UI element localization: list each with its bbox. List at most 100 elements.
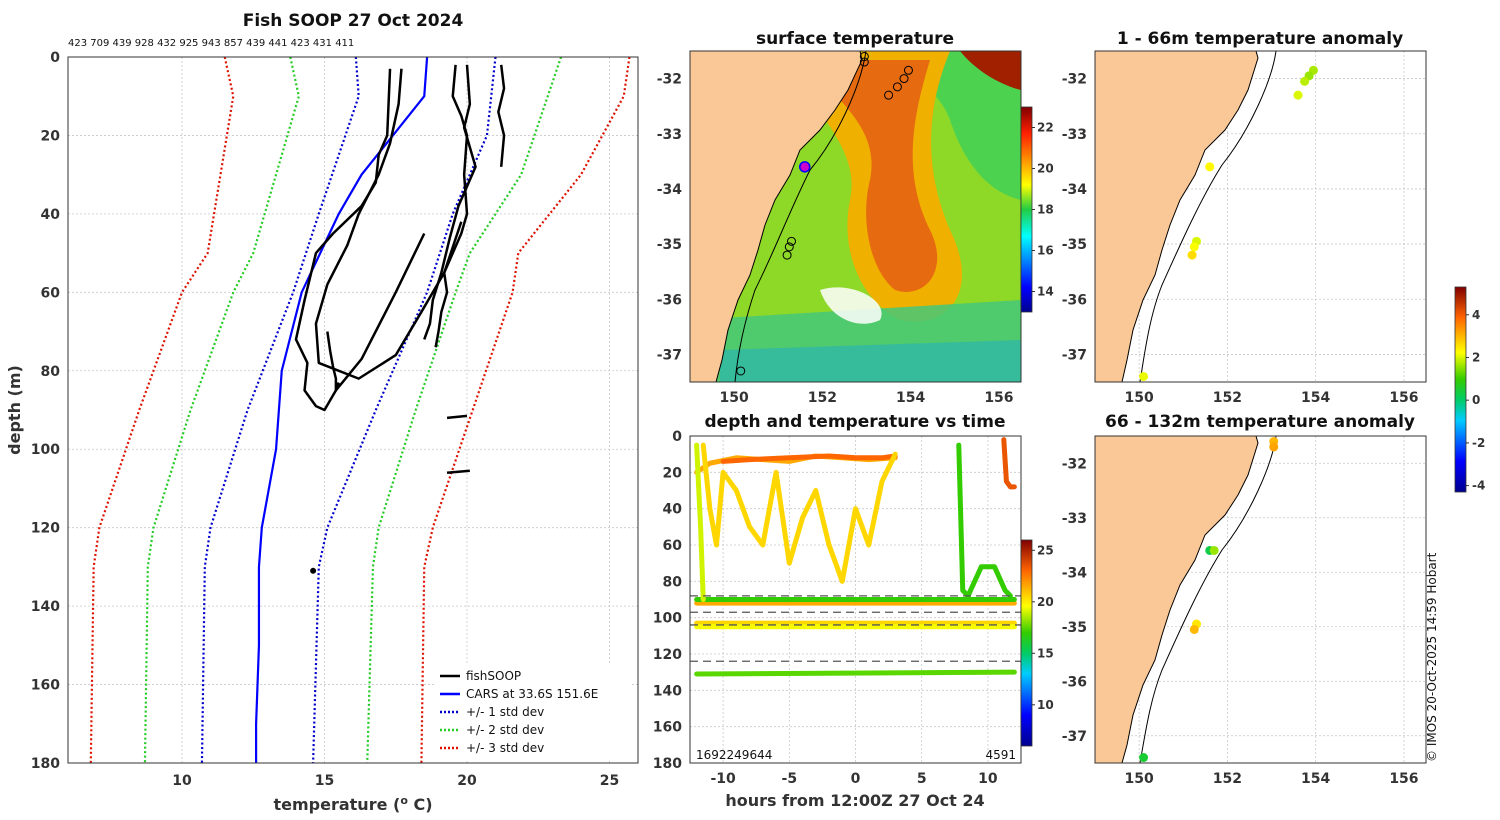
- sst-isobath: [734, 51, 867, 382]
- anomaly-point: [1139, 753, 1149, 763]
- anom-deep-xtick: 150: [1125, 771, 1154, 787]
- anom-cb-tick: -4: [1472, 479, 1485, 493]
- anom-deep-ytick: -37: [1062, 729, 1087, 745]
- depth-trace: [700, 442, 898, 584]
- depth-time-colorbar-ticks: 10 15 20 25: [1032, 543, 1054, 712]
- fishsoop-cast: [326, 331, 340, 392]
- profile-lines: [89, 57, 631, 763]
- profile-ytick: 60: [41, 285, 61, 301]
- profile-id-labels: 423 709 439 928 432 925 943 857 439 441 …: [68, 38, 354, 49]
- dt-ytick: 60: [663, 538, 683, 554]
- anomaly-point: [1205, 162, 1215, 172]
- profile-xlabel-sup: o: [400, 794, 408, 807]
- depth-trace: [694, 669, 1017, 677]
- sst-xtick: 156: [984, 390, 1013, 406]
- anomaly-shallow-title: 1 - 66m temperature anomaly: [1117, 29, 1403, 49]
- profile-xtick: 20: [457, 773, 477, 789]
- dt-ytick: 100: [653, 611, 682, 627]
- profile-ytick: 120: [31, 521, 60, 537]
- profile-ytick: 180: [31, 756, 60, 772]
- anomaly-shallow-axes: [1094, 50, 1427, 383]
- anom-deep-ytick: -32: [1062, 456, 1087, 472]
- sst-cool-eddy: [850, 51, 1021, 200]
- dt-ytick: 80: [663, 574, 683, 590]
- fishsoop-cast: [497, 64, 506, 167]
- dt-ytick: 0: [672, 429, 682, 445]
- std-line: [200, 57, 360, 763]
- depth-time-colorbar: [1020, 539, 1033, 747]
- profile-grid: [68, 56, 638, 764]
- anomaly-point: [1187, 250, 1197, 260]
- sst-ytick: -36: [657, 292, 682, 308]
- cast-circle: [736, 366, 746, 376]
- anom-deep-xtick: 152: [1213, 771, 1242, 787]
- depth-trace: [956, 442, 1013, 599]
- sst-cb-tick: 14: [1037, 285, 1054, 299]
- sst-colorbar: [1020, 106, 1033, 313]
- anomaly-shallow-ticks: 150 152 154 156 -32 -33 -34 -35 -36 -37: [1062, 72, 1419, 406]
- dt-ytick: 40: [663, 502, 683, 518]
- std-line: [420, 57, 631, 763]
- fishsoop-segment: [446, 414, 468, 420]
- profile-ytick: 40: [41, 207, 61, 223]
- depth-time-traces: [690, 437, 1021, 677]
- anomaly-shallow-isobath: [1139, 51, 1277, 382]
- dt-xtick: 5: [917, 771, 927, 787]
- profile-ytick: 20: [41, 128, 61, 144]
- anomaly-deep-title: 66 - 132m temperature anomaly: [1105, 412, 1415, 432]
- std-line: [143, 57, 300, 763]
- cast-circle: [787, 236, 797, 246]
- profile-xtick: 25: [600, 773, 619, 789]
- profile-ticks: 10 15 20 25 0 20 40 60 80 100 120 140 160 180: [31, 50, 619, 789]
- cast-circle: [899, 74, 909, 84]
- cast-circle: [903, 65, 913, 75]
- profile-ytick: 140: [31, 599, 60, 615]
- sst-hot-corner: [960, 51, 1021, 90]
- legend-label-std3: +/- 3 std dev: [466, 741, 544, 755]
- anomaly-deep-map: [1095, 436, 1279, 763]
- anom-shallow-ytick: -36: [1062, 292, 1087, 308]
- sst-ticks: 150 152 154 156 -32 -33 -34 -35 -36 -37: [657, 72, 1014, 406]
- anom-cb-tick: -2: [1472, 436, 1485, 450]
- anomaly-point: [1189, 624, 1199, 634]
- anom-shallow-ytick: -35: [1062, 237, 1087, 253]
- depth-trace: [720, 453, 898, 464]
- depth-trace: [694, 442, 706, 602]
- anomaly-deep-points: [1139, 436, 1279, 763]
- std-line: [312, 57, 497, 763]
- cars-mean-line: [255, 57, 429, 763]
- std-line: [366, 57, 563, 763]
- anom-shallow-xtick: 152: [1213, 390, 1242, 406]
- sst-xtick: 154: [896, 390, 925, 406]
- sst-warm-core: [800, 60, 938, 292]
- anomaly-deep-grid: [1095, 436, 1426, 763]
- profile-xtick: 15: [315, 773, 334, 789]
- sst-map-title: surface temperature: [756, 29, 954, 49]
- cast-circle: [784, 242, 794, 252]
- sst-land: [690, 51, 863, 382]
- sst-cast-circles: [736, 52, 913, 376]
- anomaly-deep-axes: [1094, 435, 1427, 764]
- anomaly-deep-land: [1095, 436, 1259, 763]
- sst-southern-cool: [720, 340, 1021, 382]
- profile-ytick: 100: [31, 442, 60, 458]
- sst-cb-tick: 20: [1037, 162, 1054, 176]
- dt-xtick: 0: [851, 771, 861, 787]
- anom-deep-ytick: -34: [1062, 565, 1088, 581]
- dt-xtick: 10: [978, 771, 998, 787]
- dt-ytick: 20: [663, 465, 683, 481]
- dt-xtick: -10: [710, 771, 736, 787]
- anom-shallow-ytick: -32: [1062, 72, 1087, 88]
- profile-ytick: 160: [31, 678, 60, 694]
- cast-circle: [859, 57, 869, 67]
- anom-cb-tick: 0: [1472, 393, 1480, 407]
- anom-deep-ytick: -36: [1062, 674, 1087, 690]
- sst-ytick: -37: [657, 347, 682, 363]
- profile-chart: Fish SOOP 27 Oct 2024 423 709 439 928 43…: [5, 11, 639, 814]
- anom-shallow-xtick: 154: [1301, 390, 1330, 406]
- dt-ytick: 120: [653, 647, 682, 663]
- anomaly-point: [1269, 442, 1279, 452]
- sst-cb-tick: 18: [1037, 203, 1054, 217]
- dt-xtick: -5: [782, 771, 798, 787]
